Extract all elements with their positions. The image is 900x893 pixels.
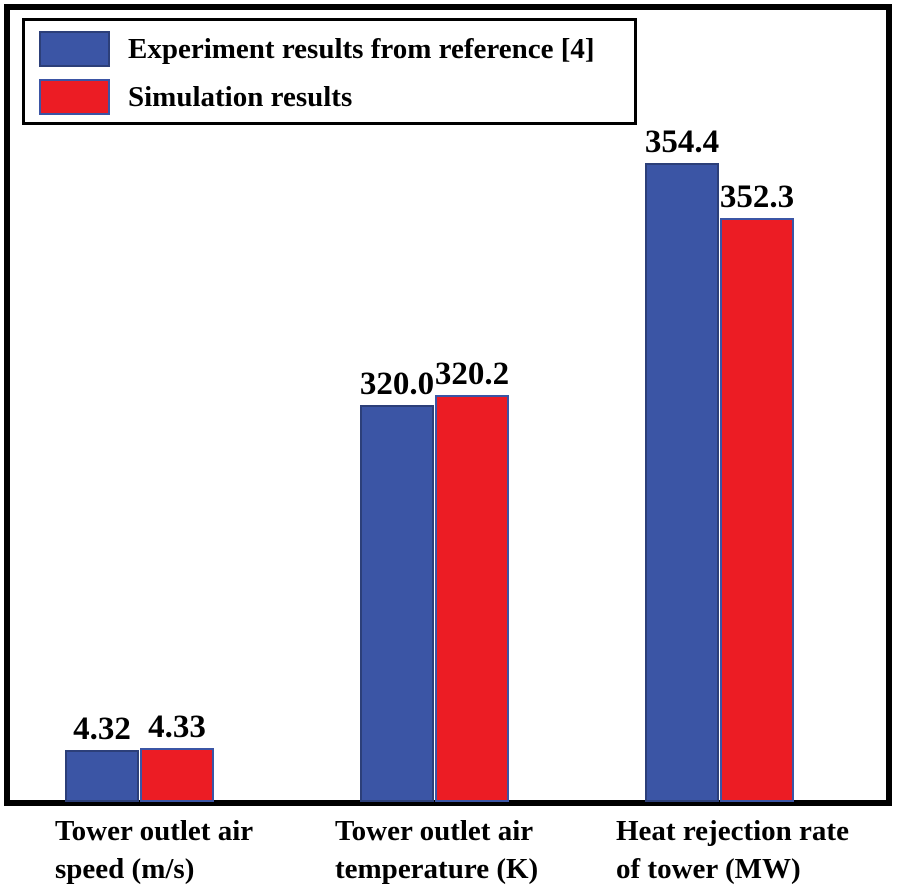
x-axis-label-group-1: Tower outlet air speed (m/s): [55, 815, 254, 885]
plot-frame: [4, 4, 892, 806]
x-axis-label-group-2: Tower outlet air temperature (K): [335, 815, 539, 885]
bar-simulation-group-2: [435, 395, 509, 802]
legend-swatch-simulation-icon: [39, 79, 110, 115]
bar-value-simulation-group-2: 320.2: [434, 356, 510, 392]
bar-simulation-group-1: [140, 748, 214, 802]
legend: Experiment results from reference [4] Si…: [22, 18, 637, 125]
legend-item-experiment: Experiment results from reference [4]: [39, 31, 595, 67]
legend-label-simulation: Simulation results: [128, 81, 353, 113]
bar-value-simulation-group-1: 4.33: [148, 709, 206, 745]
legend-label-experiment: Experiment results from reference [4]: [128, 33, 595, 65]
bar-value-experiment-group-3: 354.4: [644, 124, 720, 160]
bar-experiment-group-1: [65, 750, 139, 802]
x-axis-label-group-3: Heat rejection rate of tower (MW): [616, 815, 849, 885]
bar-simulation-group-3: [720, 218, 794, 802]
bar-value-experiment-group-2: 320.0: [359, 366, 435, 402]
bar-value-experiment-group-1: 4.32: [73, 711, 131, 747]
bar-experiment-group-3: [645, 163, 719, 802]
bar-experiment-group-2: [360, 405, 434, 802]
bar-value-simulation-group-3: 352.3: [719, 179, 795, 215]
legend-swatch-experiment-icon: [39, 31, 110, 67]
legend-item-simulation: Simulation results: [39, 79, 352, 115]
